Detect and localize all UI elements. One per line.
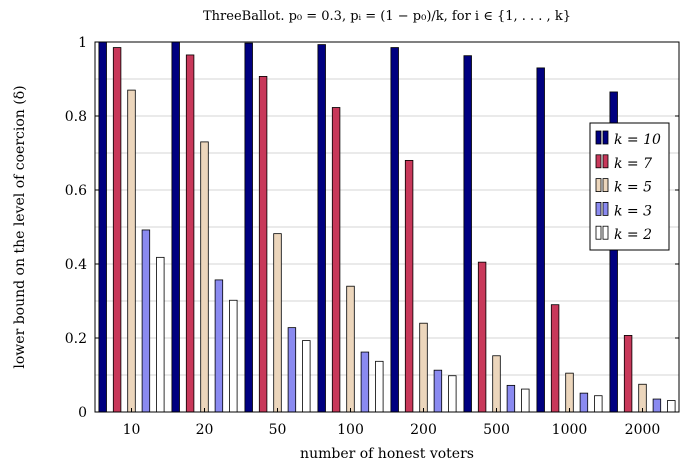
bar <box>536 67 545 413</box>
legend-swatch <box>602 178 609 193</box>
legend-swatch <box>602 201 609 216</box>
y-tick-label: 0.4 <box>65 257 87 273</box>
bar <box>506 384 516 413</box>
bar <box>652 398 662 413</box>
bars <box>98 41 676 413</box>
chart-title: ThreeBallot. p₀ = 0.3, pᵢ = (1 − p₀)/k, … <box>203 9 571 24</box>
bar <box>360 351 370 413</box>
bar <box>375 360 384 413</box>
y-axis-ticks: 0 0.2 0.4 0.6 0.8 1 <box>65 35 679 421</box>
legend-swatch <box>595 130 602 145</box>
bar <box>492 355 501 413</box>
bar <box>244 42 253 413</box>
bar <box>214 279 224 413</box>
x-tick-label: 2000 <box>625 422 661 438</box>
legend-swatch <box>602 154 609 169</box>
bar <box>171 41 180 413</box>
bar <box>521 388 530 413</box>
legend-swatch <box>602 130 609 145</box>
legend-label: k = 7 <box>614 156 652 172</box>
y-tick-label: 0 <box>78 405 87 421</box>
y-tick-label: 0.8 <box>65 109 87 125</box>
bar <box>156 256 165 413</box>
bar <box>287 327 297 413</box>
bar <box>273 233 282 413</box>
bar <box>623 335 633 413</box>
x-tick-label: 10 <box>123 422 141 438</box>
bar <box>390 47 399 413</box>
legend-swatch <box>595 225 602 240</box>
x-tick-label: 100 <box>337 422 364 438</box>
x-tick-label: 500 <box>483 422 510 438</box>
legend-swatch <box>595 154 602 169</box>
legend-label: k = 5 <box>614 180 652 196</box>
x-axis-label: number of honest voters <box>300 446 474 462</box>
legend-swatch <box>595 201 602 216</box>
y-tick-label: 1 <box>78 35 87 51</box>
legend-label: k = 10 <box>614 132 661 148</box>
bar <box>579 392 589 413</box>
bar <box>550 304 560 413</box>
bar <box>331 107 341 413</box>
x-tick-label: 1000 <box>552 422 588 438</box>
bar <box>258 76 268 413</box>
x-axis-ticks: 10 20 50 100 200 500 1000 2000 <box>123 408 661 438</box>
bar <box>346 285 355 413</box>
legend-swatch <box>595 178 602 193</box>
bar <box>127 89 136 413</box>
bar <box>448 375 457 413</box>
bar <box>141 229 151 413</box>
bar <box>594 395 603 413</box>
bar <box>433 369 443 413</box>
bar <box>463 55 472 413</box>
bar <box>419 322 428 413</box>
bar <box>477 261 487 413</box>
bar <box>112 47 122 413</box>
legend: k = 10 k = 7 k = 5 k = 3 k = 2 <box>589 122 670 251</box>
legend-label: k = 3 <box>614 203 652 219</box>
y-tick-label: 0.2 <box>65 331 87 347</box>
bar <box>404 159 414 413</box>
bar <box>667 400 676 413</box>
legend-swatch <box>602 225 609 240</box>
y-tick-label: 0.6 <box>65 183 87 199</box>
legend-label: k = 2 <box>614 227 652 243</box>
x-tick-label: 200 <box>410 422 437 438</box>
x-tick-label: 20 <box>196 422 214 438</box>
y-axis-label: lower bound on the level of coercion (δ) <box>12 85 28 368</box>
plot-frame <box>94 41 680 413</box>
bar <box>302 340 311 413</box>
x-tick-label: 50 <box>269 422 287 438</box>
bar <box>185 54 195 413</box>
bar <box>317 44 326 413</box>
bar <box>638 383 647 413</box>
bar <box>98 41 107 413</box>
bar <box>200 141 209 413</box>
bar <box>229 299 238 413</box>
bar <box>565 372 574 413</box>
